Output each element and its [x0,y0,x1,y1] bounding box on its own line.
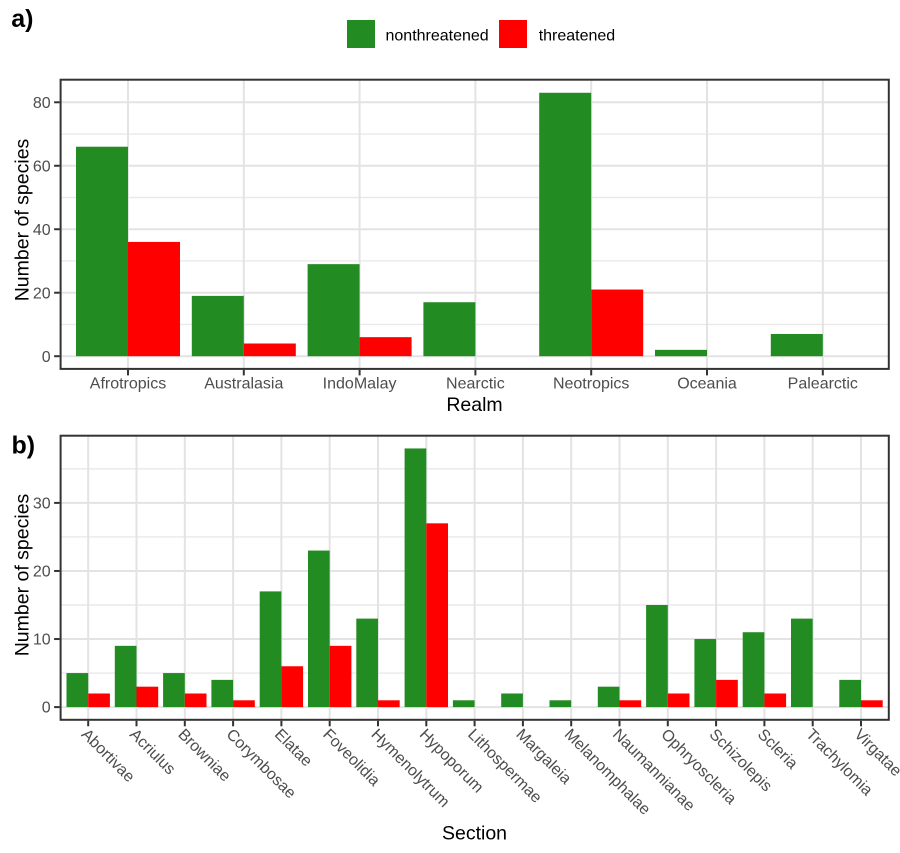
svg-text:b): b) [12,432,36,460]
svg-text:IndoMalay: IndoMalay [323,376,397,393]
svg-text:0: 0 [42,349,51,366]
svg-text:20: 20 [33,564,51,581]
svg-text:nonthreatened: nonthreatened [386,28,489,45]
svg-text:threatened: threatened [539,28,616,45]
svg-text:Number of species: Number of species [12,138,34,301]
svg-text:Palearctic: Palearctic [788,376,858,393]
svg-text:Nearctic: Nearctic [446,376,505,393]
svg-text:Section: Section [442,823,507,845]
svg-text:80: 80 [33,95,51,112]
svg-text:Oceania: Oceania [677,376,737,393]
svg-text:Realm: Realm [446,394,502,416]
svg-text:20: 20 [33,285,51,302]
svg-text:10: 10 [33,632,51,649]
svg-text:30: 30 [33,496,51,513]
svg-text:40: 40 [33,222,51,239]
svg-text:Neotropics: Neotropics [553,376,629,393]
svg-text:Afrotropics: Afrotropics [90,376,166,393]
svg-text:Number of species: Number of species [12,493,34,656]
svg-text:Australasia: Australasia [204,376,283,393]
svg-text:a): a) [11,5,33,33]
svg-text:0: 0 [42,700,51,717]
svg-text:60: 60 [33,158,51,175]
